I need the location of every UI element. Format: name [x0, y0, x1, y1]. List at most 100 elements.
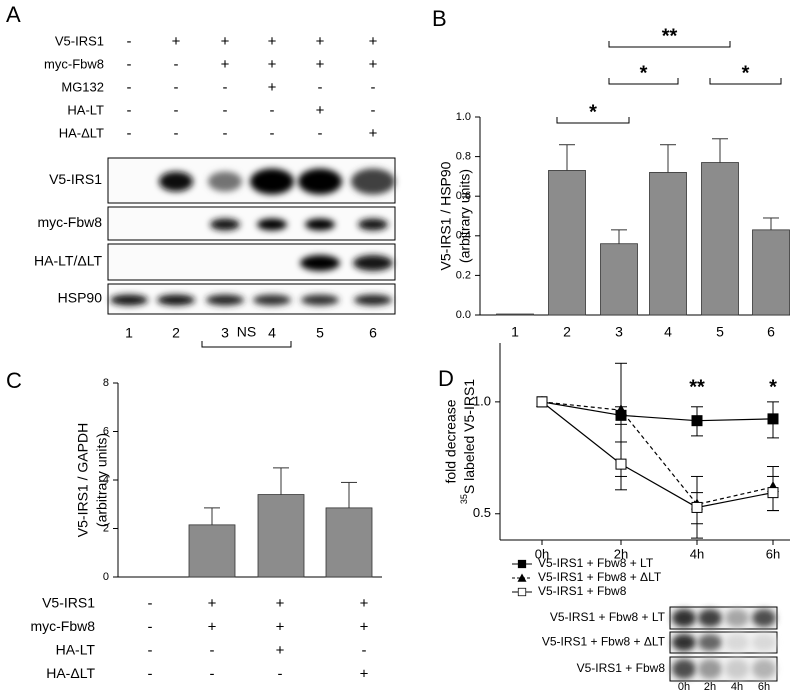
condition-sign: - — [223, 125, 228, 142]
x-tick-label: 4h — [690, 546, 704, 561]
blot-band — [672, 659, 696, 679]
blot-time-label: 2h — [704, 681, 716, 692]
condition-sign: + — [316, 56, 325, 73]
condition-sign: - — [127, 102, 132, 119]
x-tick-label: 2h — [614, 546, 628, 561]
condition-label: HA-ΔLT — [46, 665, 95, 681]
condition-label: V5-IRS1 — [55, 33, 104, 48]
condition-sign: - — [174, 102, 179, 119]
blot-band — [672, 609, 696, 627]
y-tick-label: 0 — [103, 571, 109, 583]
condition-sign: + — [208, 595, 217, 612]
panel-label: B — [432, 6, 447, 31]
condition-sign: - — [318, 79, 323, 96]
blot-band — [253, 294, 291, 306]
lane-number: 2 — [172, 325, 180, 341]
panel-label: A — [6, 2, 21, 27]
condition-sign: + — [268, 56, 277, 73]
blot-band — [698, 659, 722, 679]
blot-band — [301, 294, 339, 306]
marker — [615, 458, 627, 470]
condition-sign: - — [270, 102, 275, 119]
condition-sign: - — [174, 56, 179, 73]
bar — [548, 170, 586, 316]
significance-label: * — [589, 101, 597, 123]
blot-band — [159, 171, 193, 192]
blot-band — [157, 294, 195, 306]
condition-sign: - — [148, 665, 153, 682]
significance-label: ** — [662, 25, 678, 47]
condition-sign: - — [148, 595, 153, 612]
y-axis-label: V5-IRS1 / GAPDH — [75, 423, 91, 537]
x-tick-label: 5 — [716, 324, 724, 340]
blot-frame — [107, 283, 396, 315]
blot-band — [752, 634, 776, 651]
condition-sign: - — [148, 642, 153, 659]
y-tick-label: 0.4 — [456, 230, 471, 242]
blot-label: HSP90 — [58, 290, 103, 306]
condition-sign: - — [270, 125, 275, 142]
condition-sign: - — [278, 665, 283, 682]
y-tick-label: 0.5 — [473, 505, 491, 520]
condition-sign: + — [208, 618, 217, 635]
blot-frame — [669, 631, 778, 654]
x-tick-label: 4 — [664, 324, 672, 340]
condition-sign: - — [210, 665, 215, 682]
marker — [536, 396, 548, 408]
series-line — [541, 401, 774, 422]
blot-band — [725, 659, 749, 679]
blot-band — [672, 634, 696, 651]
panel-label: C — [6, 368, 22, 393]
condition-label: MG132 — [61, 79, 104, 94]
blot-time-label: 6h — [758, 681, 770, 692]
condition-label: HA-ΔLT — [59, 125, 104, 140]
marker — [517, 587, 527, 597]
x-tick-label: 6h — [766, 546, 780, 561]
legend-label: V5-IRS1 + Fbw8 — [538, 584, 627, 598]
legend-label: V5-IRS1 + Fbw8 + ΔLT — [538, 570, 662, 584]
condition-label: HA-LT — [67, 102, 104, 117]
blot-band — [208, 171, 242, 192]
blot-label: V5-IRS1 — [49, 171, 102, 187]
y-tick-label: 0.2 — [456, 269, 471, 281]
series-line — [541, 401, 774, 506]
condition-sign: - — [371, 102, 376, 119]
blot-band — [354, 294, 392, 306]
condition-sign: - — [148, 618, 153, 635]
bar — [649, 172, 687, 316]
y-axis-label-superscript: 35 — [459, 494, 469, 504]
blot-band — [257, 218, 287, 231]
blot-time-label: 0h — [678, 681, 690, 692]
marker — [767, 413, 779, 425]
blot-band — [110, 294, 148, 306]
lane-number: 4 — [268, 325, 276, 341]
condition-sign: - — [223, 102, 228, 119]
series-line — [541, 401, 774, 509]
significance-bracket — [608, 78, 679, 85]
significance-bracket — [709, 78, 782, 85]
blot-band — [305, 218, 335, 231]
blot-label: V5-IRS1 + Fbw8 + LT — [550, 610, 666, 624]
bar — [496, 313, 534, 316]
condition-sign: - — [210, 642, 215, 659]
significance-label: NS — [237, 324, 256, 340]
lane-number: 1 — [125, 325, 133, 341]
condition-sign: + — [316, 33, 325, 50]
condition-sign: + — [360, 595, 369, 612]
y-tick-label: 1.0 — [473, 393, 491, 408]
bar — [257, 494, 305, 578]
blot-band — [298, 168, 342, 195]
y-axis-label: fold decrease — [443, 399, 459, 483]
bar — [188, 524, 236, 578]
condition-sign: - — [223, 79, 228, 96]
marker — [691, 415, 703, 427]
blot-band — [725, 609, 749, 627]
blot-label: V5-IRS1 + Fbw8 + ΔLT — [542, 635, 666, 649]
condition-sign: - — [174, 79, 179, 96]
bar — [701, 162, 739, 316]
significance-bracket — [608, 41, 731, 48]
blot-band — [358, 218, 388, 231]
condition-sign: + — [316, 102, 325, 119]
y-tick-label: 2 — [103, 522, 109, 534]
